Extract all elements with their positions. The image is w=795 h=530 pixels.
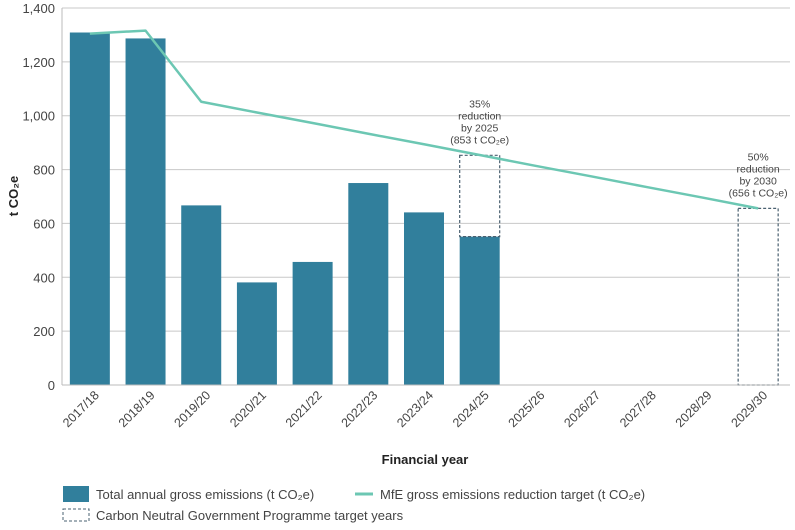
y-axis-title: t CO₂e xyxy=(6,176,21,216)
target-line-series xyxy=(90,31,758,209)
y-tick-label: 1,200 xyxy=(22,55,55,70)
x-tick-label: 2024/25 xyxy=(450,388,492,430)
legend-item-line: MfE gross emissions reduction target (t … xyxy=(355,487,645,502)
bar-2019/20 xyxy=(181,205,221,385)
legend-swatch-boxes xyxy=(63,509,89,521)
x-tick-label: 2029/30 xyxy=(728,388,770,430)
bar-series xyxy=(70,33,500,385)
legend-label-boxes: Carbon Neutral Government Programme targ… xyxy=(96,508,404,523)
x-tick-label: 2018/19 xyxy=(116,388,158,430)
annotation-line: reduction xyxy=(737,163,780,175)
target-box-2024/25 xyxy=(460,155,500,236)
y-tick-label: 600 xyxy=(33,216,55,231)
target-line xyxy=(90,31,758,209)
x-tick-label: 2025/26 xyxy=(506,388,548,430)
legend-swatch-bars xyxy=(63,486,89,502)
legend-label-line: MfE gross emissions reduction target (t … xyxy=(380,487,645,502)
x-tick-label: 2027/28 xyxy=(617,388,659,430)
bar-2024/25 xyxy=(460,237,500,385)
y-axis-ticks: 0 200 400 600 800 1,000 1,200 1,400 xyxy=(22,1,55,393)
bar-2021/22 xyxy=(293,262,333,385)
x-tick-label: 2026/27 xyxy=(561,388,603,430)
x-axis-title: Financial year xyxy=(382,452,469,467)
legend-item-boxes: Carbon Neutral Government Programme targ… xyxy=(63,508,404,523)
annotation-line: 50% xyxy=(748,151,769,163)
bar-2022/23 xyxy=(348,183,388,385)
annotation-line: 35% xyxy=(469,98,490,110)
x-tick-label: 2023/24 xyxy=(394,388,436,430)
annotation-line: (853 t CO₂e) xyxy=(450,134,509,146)
x-tick-label: 2019/20 xyxy=(172,388,214,430)
annotation-line: by 2030 xyxy=(739,175,777,187)
y-tick-label: 0 xyxy=(48,378,55,393)
y-tick-label: 1,400 xyxy=(22,1,55,16)
x-tick-label: 2017/18 xyxy=(60,388,102,430)
bar-2017/18 xyxy=(70,33,110,385)
y-tick-label: 400 xyxy=(33,270,55,285)
x-axis-ticks: 2017/18 2018/19 2019/20 2020/21 2021/22 2022/… xyxy=(60,388,770,430)
annotation-line: (656 t CO₂e) xyxy=(729,187,788,199)
y-tick-label: 1,000 xyxy=(22,109,55,124)
x-tick-label: 2028/29 xyxy=(673,388,715,430)
y-tick-label: 200 xyxy=(33,324,55,339)
annotation-line: by 2025 xyxy=(461,122,499,134)
bar-2020/21 xyxy=(237,282,277,385)
bar-2018/19 xyxy=(126,38,166,385)
legend-item-bars: Total annual gross emissions (t CO₂e) xyxy=(63,486,314,502)
x-tick-label: 2020/21 xyxy=(227,388,269,430)
target-box-2029/30 xyxy=(738,208,778,385)
bar-2023/24 xyxy=(404,212,444,385)
x-tick-label: 2022/23 xyxy=(339,388,381,430)
annotation-line: reduction xyxy=(458,110,501,122)
legend: Total annual gross emissions (t CO₂e) Mf… xyxy=(63,486,645,523)
legend-label-bars: Total annual gross emissions (t CO₂e) xyxy=(96,487,314,502)
x-tick-label: 2021/22 xyxy=(283,388,325,430)
y-tick-label: 800 xyxy=(33,163,55,178)
